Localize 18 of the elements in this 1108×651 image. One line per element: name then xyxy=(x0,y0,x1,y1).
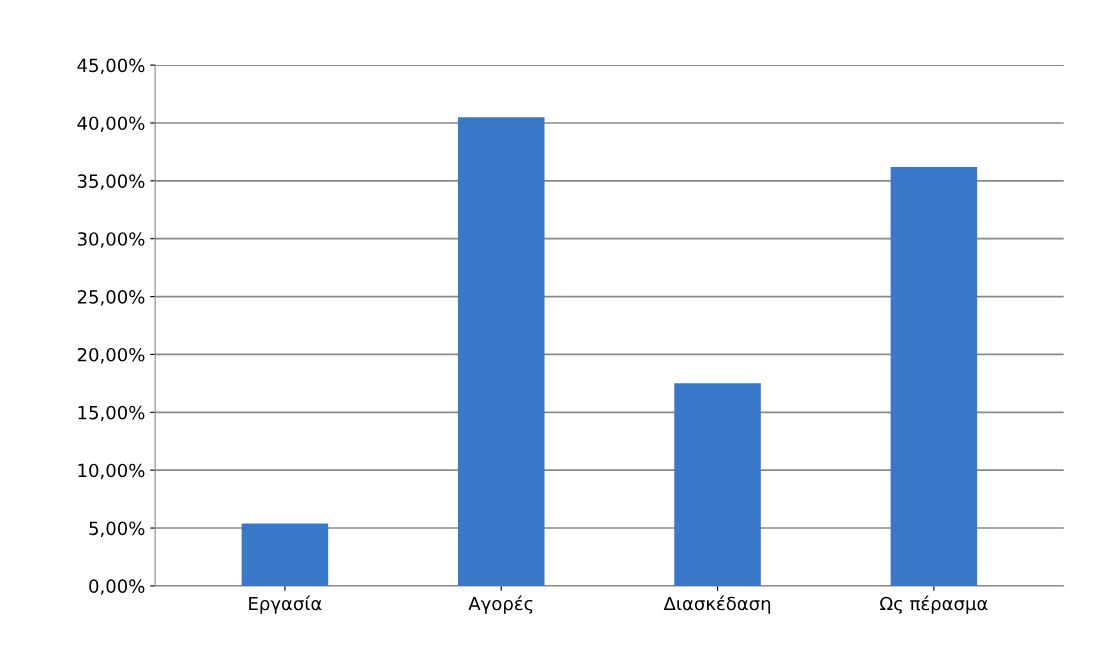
x-tick-label: Αγορές xyxy=(468,595,533,614)
x-tick-label: Διασκέδαση xyxy=(663,595,771,614)
x-tick-label: Ως πέρασμα xyxy=(880,595,988,614)
y-tick-label: 30,00% xyxy=(77,232,145,248)
y-tick-label: 10,00% xyxy=(78,463,145,480)
y-tick-label: 45,00% xyxy=(77,58,145,75)
bar xyxy=(674,383,761,586)
y-tick-label: 0,00% xyxy=(89,579,145,595)
bar xyxy=(241,523,329,586)
y-tick-label: 35,00% xyxy=(77,174,145,190)
y-tick-label: 25,00% xyxy=(77,290,145,306)
bar xyxy=(457,117,545,586)
y-tick-label: 40,00% xyxy=(77,116,145,132)
y-tick-label: 15,00% xyxy=(78,405,145,422)
y-tick-label: 5,00% xyxy=(89,521,145,537)
bar xyxy=(890,166,978,586)
x-tick-label: Εργασία xyxy=(249,595,322,614)
y-tick-label: 20,00% xyxy=(77,347,145,364)
